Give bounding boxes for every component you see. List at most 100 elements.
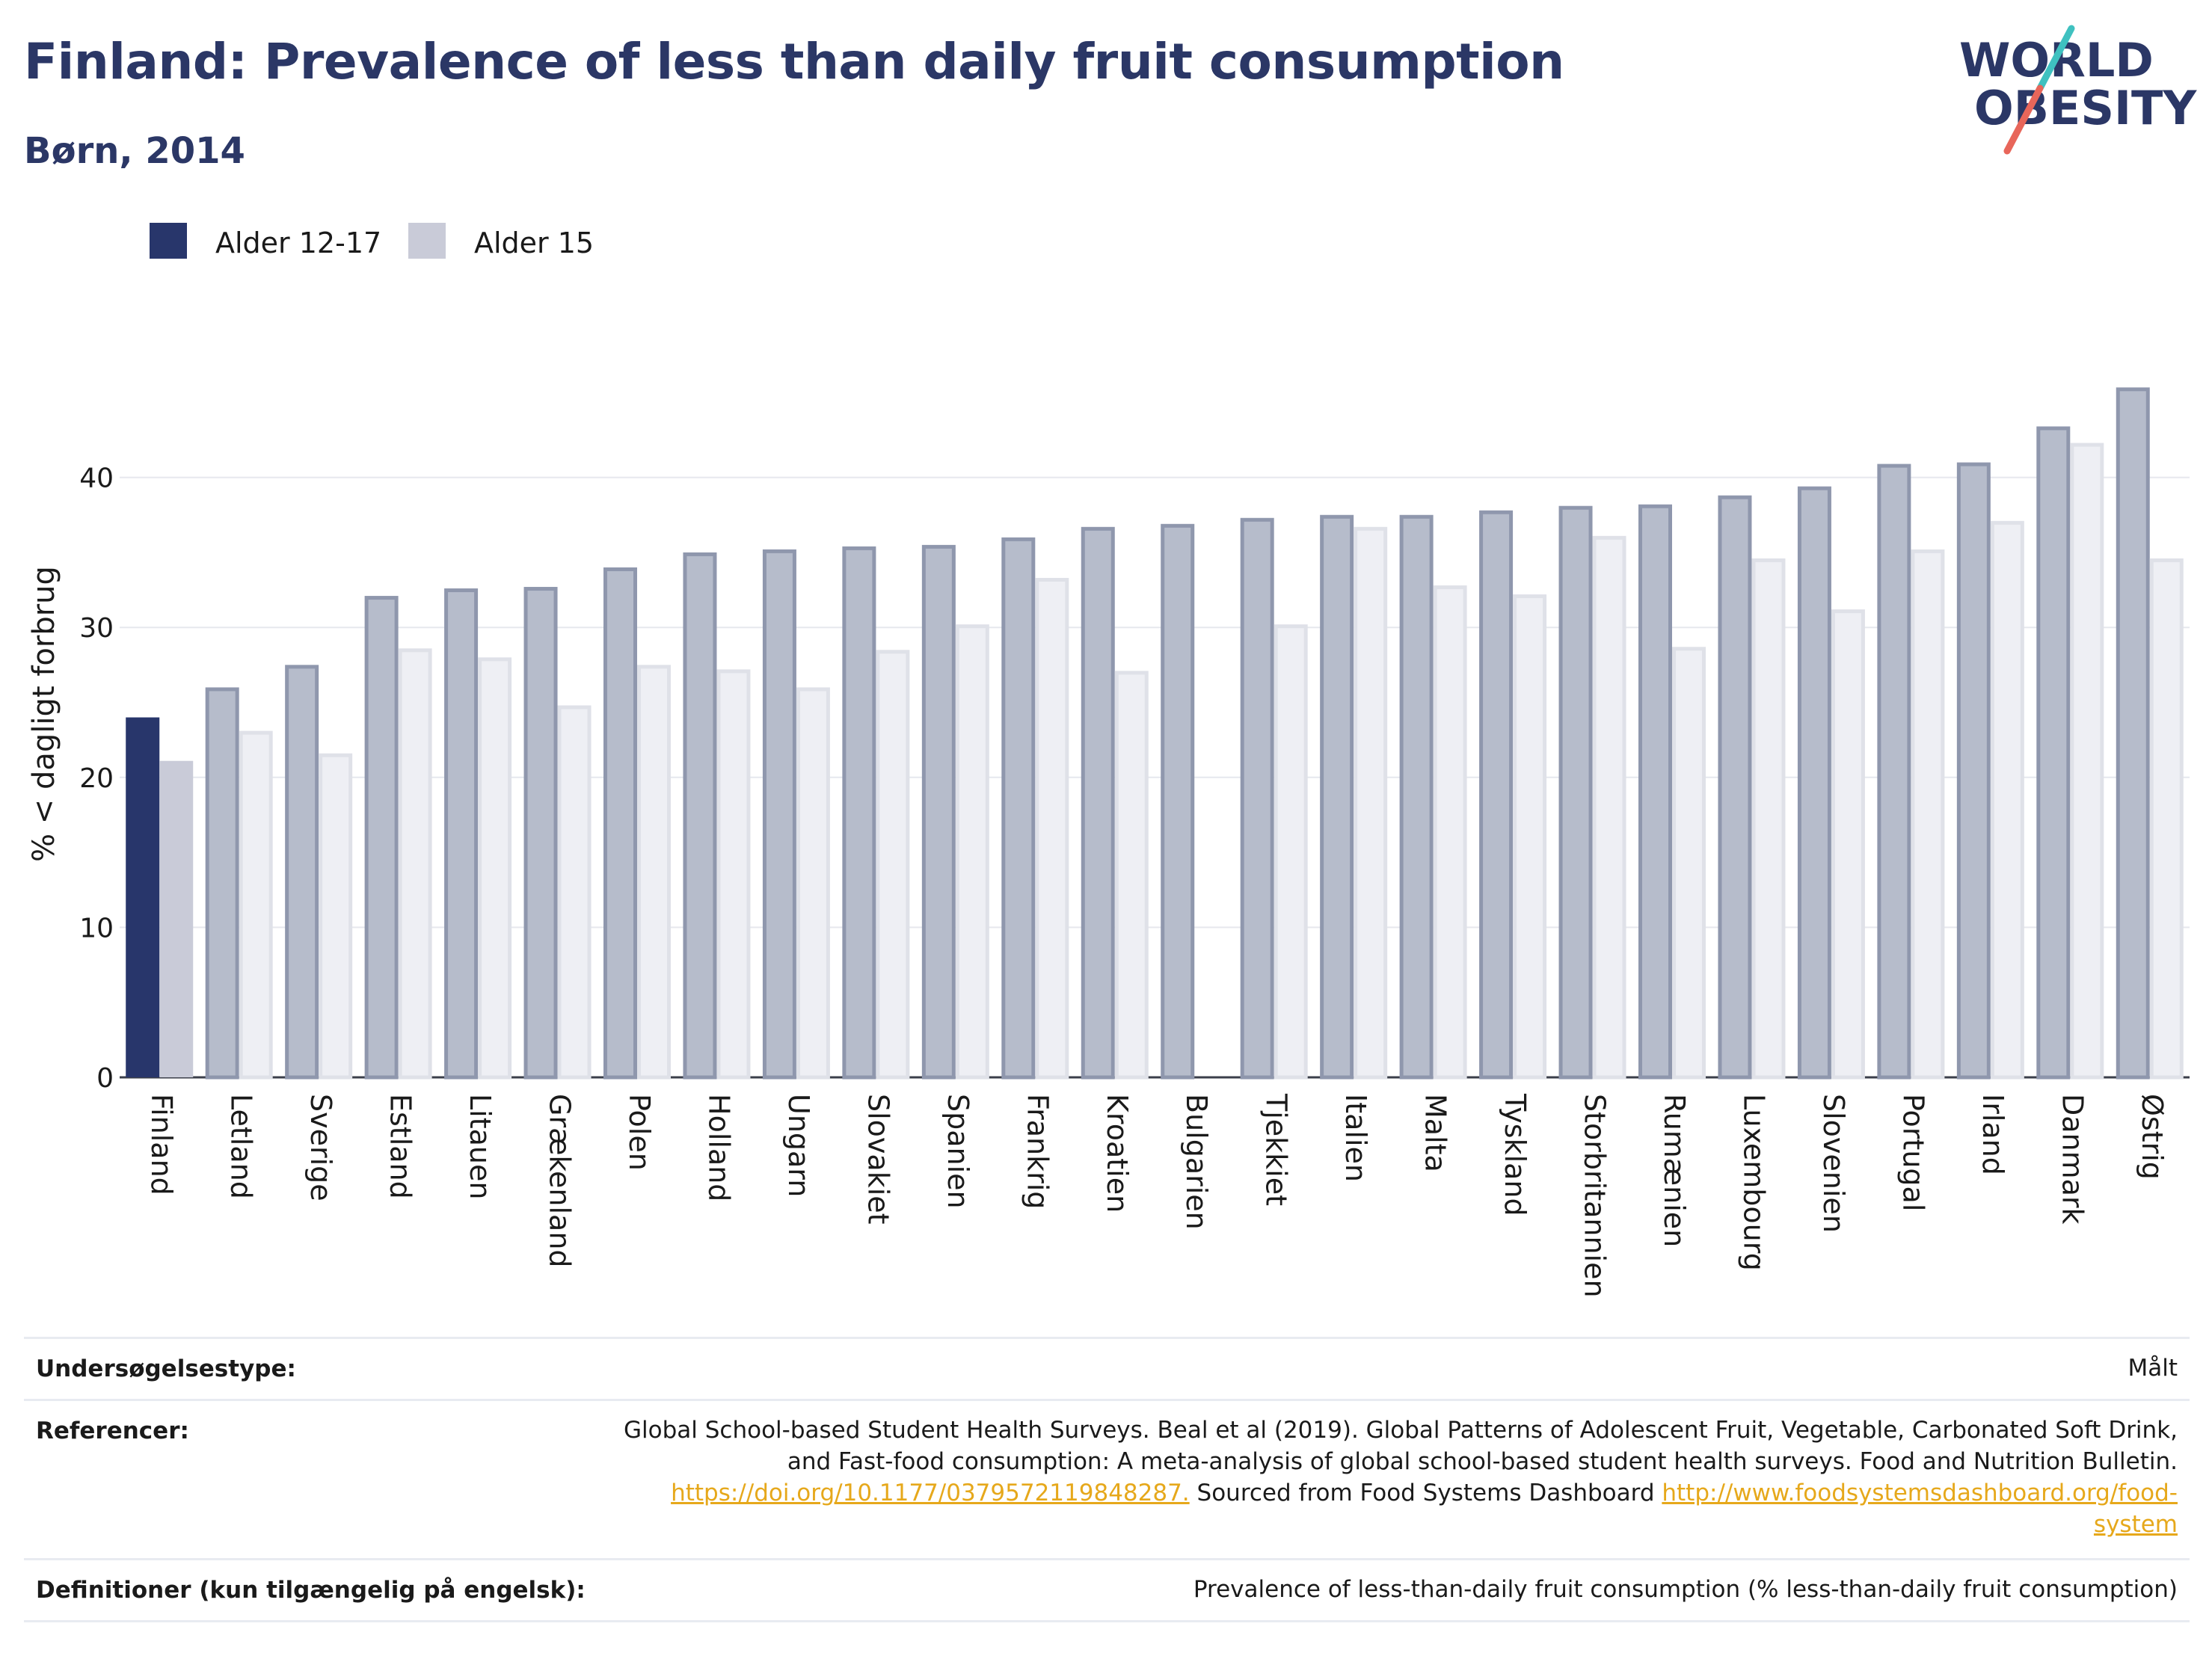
references-line-2: and Fast-food consumption: A meta-analys…: [787, 1448, 2178, 1475]
bar-alder-12-17-danmark: [2036, 426, 2071, 1080]
legend-swatch-alder-15: [408, 223, 446, 259]
x-axis-ticks: Finland Letland Sverige Estland Litauen Græke…: [145, 1093, 2169, 1298]
bar-alder-15-tjekkiet: [1274, 624, 1308, 1080]
bar-alder-12-17-tyskland: [1479, 510, 1514, 1080]
bar-alder-12-17-tjekkiet: [1240, 517, 1274, 1080]
x-tick-label: Danmark: [2056, 1094, 2089, 1225]
world-obesity-logo: WORLD OBESITY: [1959, 25, 2197, 155]
x-tick-label: Storbritannien: [1579, 1094, 1612, 1298]
bar-alder-12-17-spanien: [921, 544, 956, 1080]
x-tick-label: Letland: [225, 1094, 258, 1199]
bar-alder-15-finland: [159, 760, 194, 1077]
legend-label-alder-12-17: Alder 12-17: [215, 227, 381, 259]
x-tick-label: Spanien: [941, 1094, 974, 1209]
x-tick-label: Grækenland: [544, 1094, 577, 1268]
x-tick-label: Tjekkiet: [1260, 1093, 1293, 1206]
references-row: Referencer: Global School-based Student …: [24, 1399, 2190, 1558]
bar-alder-15-portugal: [1911, 549, 1945, 1080]
bar-alder-12-17-luxembourg: [1718, 495, 1752, 1080]
x-tick-label: Irland: [1976, 1094, 2009, 1175]
definitions-value: Prevalence of less-than-daily fruit cons…: [1193, 1576, 2178, 1603]
bar-alder-15-kroatien: [1114, 671, 1149, 1080]
bar-alder-12-17-italien: [1320, 514, 1354, 1080]
y-tick-label: 0: [96, 1063, 114, 1094]
dashboard-link-continued[interactable]: system: [2093, 1511, 2178, 1538]
bar-alder-15-danmark: [2070, 443, 2104, 1080]
bar-alder-12-17-irland: [1956, 462, 1991, 1080]
chart-subtitle: Børn, 2014: [24, 130, 245, 172]
y-tick-label: 40: [79, 464, 114, 494]
bar-alder-15-slovenien: [1831, 609, 1865, 1080]
x-tick-label: Ungarn: [782, 1094, 815, 1197]
bar-alder-12-17-grækenland: [523, 587, 558, 1080]
bar-alder-12-17-østrig: [2116, 387, 2150, 1080]
bar-alder-15-luxembourg: [1751, 558, 1786, 1080]
chart-title: Finland: Prevalence of less than daily f…: [24, 33, 1564, 90]
x-tick-label: Litauen: [464, 1094, 497, 1199]
legend-label-alder-15: Alder 15: [474, 227, 594, 259]
bar-alder-15-frankrig: [1035, 578, 1069, 1080]
bar-alder-15-malta: [1433, 585, 1467, 1080]
bar-alder-12-17-portugal: [1877, 464, 1911, 1080]
bar-alder-15-sverige: [319, 753, 353, 1080]
bar-alder-15-tyskland: [1513, 594, 1547, 1080]
bar-alder-15-estland: [398, 648, 432, 1080]
legend: Alder 12-17 Alder 15: [150, 223, 594, 259]
bar-alder-15-spanien: [955, 624, 989, 1080]
x-tick-label: Luxembourg: [1737, 1094, 1770, 1271]
bar-alder-12-17-polen: [603, 567, 637, 1080]
bar-alder-12-17-holland: [683, 552, 717, 1080]
x-tick-label: Sverige: [304, 1094, 337, 1201]
bar-alder-12-17-letland: [205, 687, 239, 1080]
bar-alder-15-ungarn: [796, 687, 830, 1080]
bar-alder-15-polen: [637, 665, 671, 1080]
definitions-row: Definitioner (kun tilgængelig på engelsk…: [24, 1558, 2190, 1622]
bar-alder-15-letland: [239, 730, 273, 1080]
x-tick-label: Slovenien: [1817, 1094, 1850, 1233]
bars: [126, 387, 2184, 1080]
y-tick-label: 10: [79, 913, 114, 944]
references-mid-text: Sourced from Food Systems Dashboard: [1189, 1480, 1662, 1506]
bar-alder-15-grækenland: [557, 705, 592, 1080]
bar-alder-15-østrig: [2149, 558, 2184, 1080]
doi-link[interactable]: https://doi.org/10.1177/0379572119848287…: [671, 1480, 1190, 1506]
bar-alder-12-17-rumænien: [1638, 504, 1672, 1080]
x-tick-label: Frankrig: [1021, 1094, 1054, 1209]
references-line-3: https://doi.org/10.1177/0379572119848287…: [624, 1477, 2178, 1509]
references-label: Referencer:: [36, 1418, 189, 1444]
references-line-4: system: [624, 1509, 2178, 1540]
bar-alder-15-holland: [716, 669, 751, 1080]
bar-alder-12-17-slovakiet: [842, 546, 876, 1080]
x-tick-label: Estland: [384, 1094, 417, 1199]
x-tick-label: Kroatien: [1101, 1094, 1134, 1213]
x-tick-label: Bulgarien: [1180, 1094, 1213, 1230]
y-axis-label: % < dagligt forbrug: [27, 566, 61, 862]
bar-chart: Alder 12-17 Alder 15 0 10 20 30 40 Finland Le…: [27, 223, 2190, 1298]
bar-alder-12-17-storbritannien: [1558, 505, 1593, 1080]
info-table: Undersøgelsestype: Målt Referencer: Glob…: [24, 1337, 2190, 1622]
bar-alder-15-rumænien: [1672, 647, 1706, 1080]
references-line-1: Global School-based Student Health Surve…: [624, 1417, 2178, 1444]
bar-alder-15-irland: [1990, 520, 2024, 1080]
bar-alder-12-17-litauen: [444, 588, 479, 1080]
x-tick-label: Italien: [1339, 1094, 1372, 1182]
x-tick-label: Polen: [623, 1094, 656, 1171]
bar-alder-15-storbritannien: [1592, 535, 1626, 1080]
bar-alder-15-slovakiet: [876, 650, 910, 1080]
y-tick-label: 30: [79, 613, 114, 644]
bar-alder-12-17-ungarn: [762, 549, 796, 1080]
logo-text-obesity: OBESITY: [1974, 81, 2197, 135]
bar-alder-12-17-sverige: [285, 665, 319, 1080]
x-tick-label: Tyskland: [1499, 1093, 1531, 1216]
bar-alder-15-italien: [1354, 526, 1388, 1080]
survey-type-value: Målt: [2127, 1355, 2178, 1382]
legend-swatch-alder-12-17: [150, 223, 187, 259]
x-tick-label: Slovakiet: [861, 1094, 894, 1225]
definitions-label: Definitioner (kun tilgængelig på engelsk…: [36, 1577, 586, 1604]
y-axis-ticks: 0 10 20 30 40: [79, 464, 114, 1094]
references-value: Global School-based Student Health Surve…: [624, 1415, 2178, 1540]
dashboard-link[interactable]: http://www.foodsystemsdashboard.org/food…: [1662, 1480, 2178, 1506]
bar-alder-15-litauen: [478, 657, 512, 1080]
bar-alder-12-17-kroatien: [1081, 526, 1115, 1080]
x-tick-label: Holland: [702, 1094, 735, 1201]
